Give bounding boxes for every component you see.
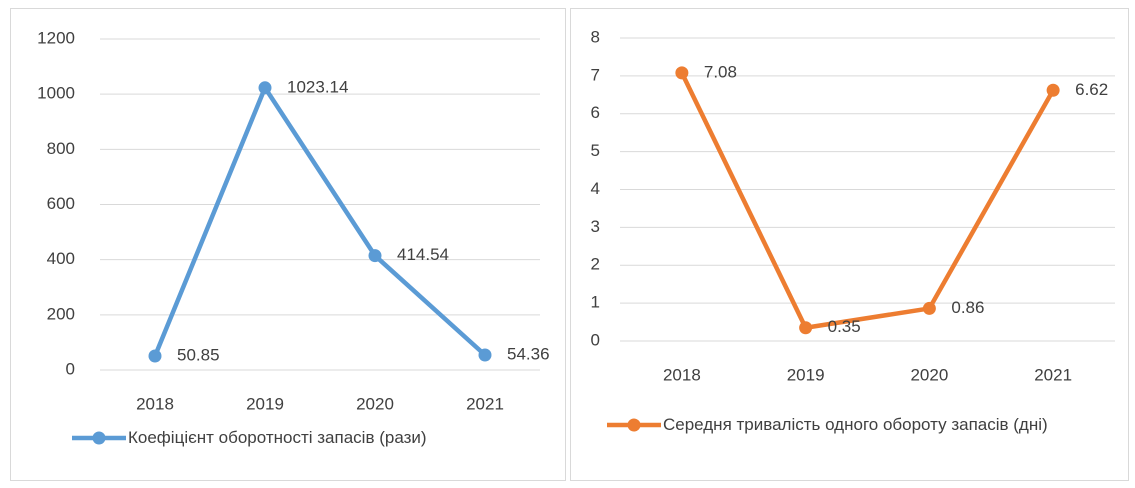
legend-marker xyxy=(627,418,641,432)
legend: Середня тривалість одного обороту запасі… xyxy=(605,412,1125,438)
x-tick-label: 2018 xyxy=(136,394,174,413)
point xyxy=(799,321,813,335)
data-label: 50.85 xyxy=(177,345,220,364)
x-tick-label: 2018 xyxy=(663,365,701,384)
y-tick-label: 400 xyxy=(47,249,75,268)
legend-swatch xyxy=(607,418,661,432)
data-label: 0.86 xyxy=(951,298,984,317)
y-tick-label: 2 xyxy=(591,255,600,274)
point xyxy=(258,81,272,95)
y-tick-label: 7 xyxy=(591,65,600,84)
y-tick-label: 600 xyxy=(47,194,75,213)
y-tick-label: 200 xyxy=(47,304,75,323)
data-label: 54.36 xyxy=(507,344,550,363)
x-tick-label: 2021 xyxy=(466,394,504,413)
y-tick-label: 3 xyxy=(591,217,600,236)
x-tick-label: 2019 xyxy=(787,365,825,384)
x-tick-label: 2020 xyxy=(910,365,948,384)
panel-border xyxy=(10,8,566,481)
legend-label: Коефіцієнт оборотності запасів (рази) xyxy=(128,428,427,447)
point xyxy=(478,348,492,362)
y-tick-label: 6 xyxy=(591,103,600,122)
data-label: 7.08 xyxy=(704,62,737,81)
y-tick-label: 0 xyxy=(591,330,600,349)
point xyxy=(368,249,382,263)
y-tick-label: 1 xyxy=(591,293,600,312)
series-line xyxy=(152,85,487,357)
panel-border xyxy=(570,8,1129,481)
y-tick-label: 8 xyxy=(591,27,600,46)
point xyxy=(675,66,689,80)
legend-swatch xyxy=(72,431,126,445)
data-label: 414.54 xyxy=(397,245,449,264)
y-tick-label: 0 xyxy=(66,359,75,378)
legend: Коефіцієнт оборотності запасів (рази) xyxy=(70,425,550,451)
legend-marker xyxy=(92,431,106,445)
data-label: 6.62 xyxy=(1075,80,1108,99)
x-tick-label: 2021 xyxy=(1034,365,1072,384)
data-label: 1023.14 xyxy=(287,77,348,96)
data-label: 0.35 xyxy=(828,317,861,336)
point xyxy=(922,301,936,315)
x-tick-label: 2020 xyxy=(356,394,394,413)
legend-label: Середня тривалість одного обороту запасі… xyxy=(663,415,1048,434)
point xyxy=(148,349,162,363)
y-tick-label: 1000 xyxy=(37,84,75,103)
y-tick-label: 4 xyxy=(591,179,600,198)
y-tick-label: 5 xyxy=(591,141,600,160)
point xyxy=(1046,83,1060,97)
x-tick-label: 2019 xyxy=(246,394,284,413)
series-line xyxy=(679,71,1056,330)
y-tick-label: 1200 xyxy=(37,28,75,47)
y-tick-label: 800 xyxy=(47,139,75,158)
